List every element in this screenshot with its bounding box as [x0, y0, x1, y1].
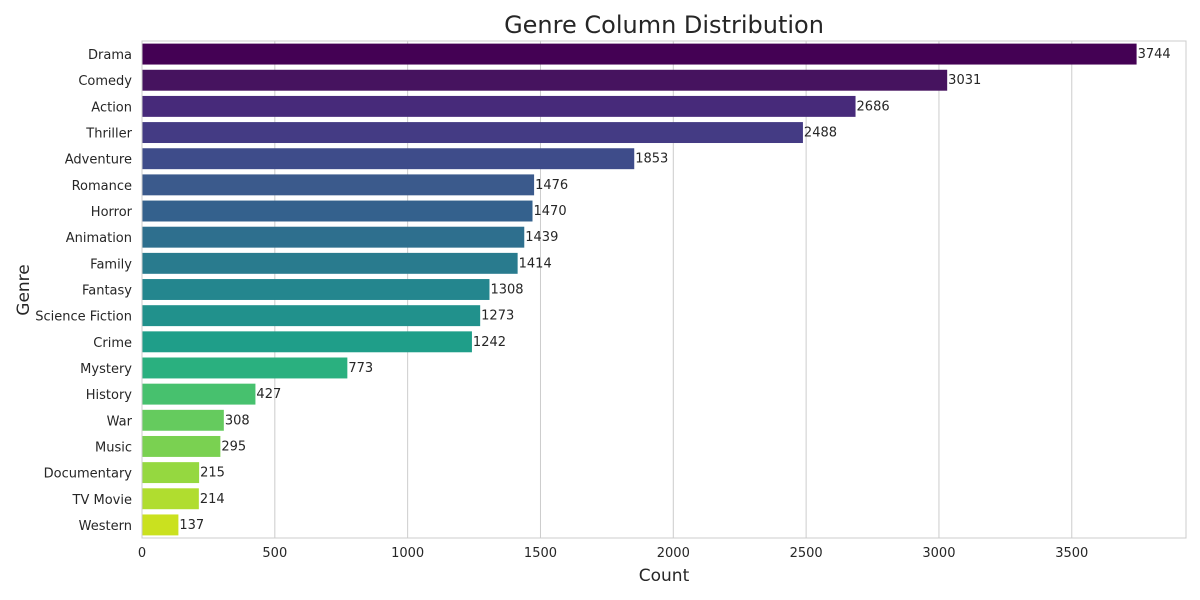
bar-action — [142, 95, 856, 117]
bar-romance — [142, 174, 535, 196]
value-label-family: 1414 — [519, 256, 552, 271]
bar-documentary — [142, 462, 200, 484]
y-tick-drama: Drama — [88, 48, 132, 63]
y-tick-mystery: Mystery — [80, 362, 132, 377]
y-tick-horror: Horror — [91, 205, 133, 220]
y-tick-adventure: Adventure — [65, 153, 132, 168]
y-tick-fantasy: Fantasy — [82, 284, 132, 299]
y-tick-romance: Romance — [72, 179, 132, 194]
bar-science-fiction — [142, 305, 481, 327]
y-axis-label: Genre — [14, 264, 34, 315]
bar-drama — [142, 43, 1137, 65]
bar-music — [142, 435, 221, 457]
value-label-war: 308 — [225, 413, 250, 428]
y-tick-labels: Drama Comedy Action Thriller Adventure Romanc… — [35, 48, 132, 534]
value-label-music: 295 — [221, 439, 246, 454]
y-tick-thriller: Thriller — [85, 127, 132, 142]
y-tick-history: History — [86, 388, 133, 403]
x-tick-2000: 2000 — [657, 546, 690, 561]
bar-history — [142, 383, 256, 405]
bar-adventure — [142, 148, 635, 170]
y-tick-comedy: Comedy — [78, 74, 132, 89]
y-tick-animation: Animation — [66, 231, 132, 246]
value-label-science-fiction: 1273 — [481, 309, 514, 324]
value-label-tv-movie: 214 — [200, 492, 225, 507]
value-label-romance: 1476 — [535, 178, 568, 193]
y-tick-crime: Crime — [93, 336, 132, 351]
x-tick-1000: 1000 — [391, 546, 424, 561]
y-tick-music: Music — [95, 440, 132, 455]
x-tick-3500: 3500 — [1055, 546, 1088, 561]
bars — [142, 43, 1137, 536]
value-label-horror: 1470 — [534, 204, 567, 219]
bar-mystery — [142, 357, 348, 379]
value-label-crime: 1242 — [473, 335, 506, 350]
value-label-comedy: 3031 — [948, 73, 981, 88]
y-tick-war: War — [107, 414, 133, 429]
bar-tv-movie — [142, 488, 199, 510]
value-label-adventure: 1853 — [635, 152, 668, 167]
bar-comedy — [142, 69, 948, 91]
y-tick-documentary: Documentary — [44, 467, 133, 482]
value-label-mystery: 773 — [348, 361, 373, 376]
y-tick-science-fiction: Science Fiction — [35, 310, 132, 325]
bar-animation — [142, 226, 525, 248]
x-axis-label: Count — [639, 566, 690, 586]
y-tick-western: Western — [79, 519, 132, 534]
value-labels: 3744 3031 2686 2488 1853 1476 1470 1439 1414 1308… — [179, 47, 1170, 533]
bar-western — [142, 514, 179, 536]
y-tick-action: Action — [91, 100, 132, 115]
y-tick-family: Family — [90, 257, 132, 272]
bar-thriller — [142, 122, 803, 144]
x-tick-0: 0 — [138, 546, 146, 561]
value-label-thriller: 2488 — [804, 126, 837, 141]
y-tick-tv-movie: TV Movie — [72, 493, 132, 508]
bar-family — [142, 252, 518, 274]
value-label-history: 427 — [256, 387, 281, 402]
bar-horror — [142, 200, 533, 222]
value-label-fantasy: 1308 — [490, 283, 523, 298]
chart-title: Genre Column Distribution — [504, 11, 824, 39]
plot-frame — [141, 40, 1187, 539]
value-label-western: 137 — [179, 518, 204, 533]
x-tick-500: 500 — [262, 546, 287, 561]
x-tick-3000: 3000 — [922, 546, 955, 561]
value-label-action: 2686 — [857, 99, 890, 114]
value-label-documentary: 215 — [200, 466, 225, 481]
value-label-drama: 3744 — [1138, 47, 1171, 62]
bar-fantasy — [142, 279, 490, 300]
bar-war — [142, 409, 224, 431]
bar-crime — [142, 331, 472, 353]
x-tick-labels: 0 500 1000 1500 2000 2500 3000 3500 — [138, 546, 1088, 561]
value-label-animation: 1439 — [525, 230, 558, 245]
x-tick-2500: 2500 — [790, 546, 823, 561]
x-tick-1500: 1500 — [524, 546, 557, 561]
